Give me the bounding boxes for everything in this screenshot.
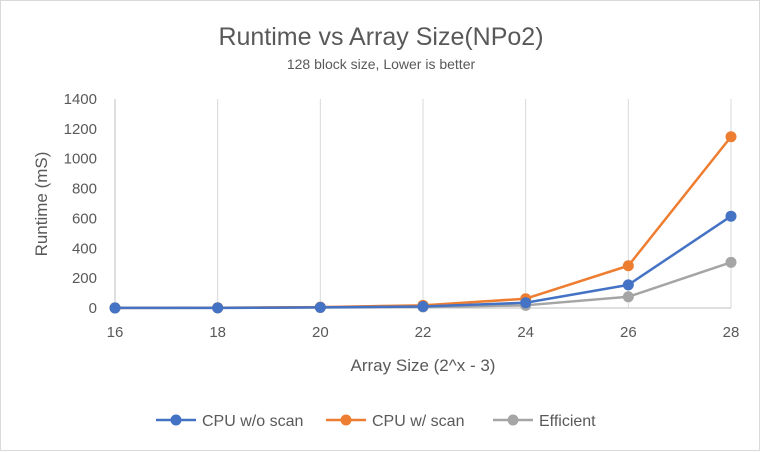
data-point-cpu-w-o-scan-24 [520, 297, 532, 309]
series-group [109, 131, 737, 314]
x-tick-label-24: 24 [517, 324, 534, 341]
series-cpu-w-o-scan [109, 210, 737, 314]
data-point-cpu-w-o-scan-16 [109, 302, 121, 314]
tick-labels: 0 200 400 600 800 1000 1200 1400 16 18 20 22 24 26 28 [64, 91, 740, 341]
y-tick-label-0: 0 [89, 300, 97, 317]
data-point-efficient-26 [622, 291, 634, 303]
legend-item-efficient: Efficient [493, 413, 596, 430]
legend-label-cpu-w-o-scan: CPU w/o scan [202, 413, 303, 430]
x-tick-label-26: 26 [620, 324, 637, 341]
y-tick-label-400: 400 [72, 240, 97, 257]
x-tick-label-20: 20 [312, 324, 329, 341]
chart-title: Runtime vs Array Size(NPo2) [218, 23, 543, 51]
x-axis-label: Array Size (2^x - 3) [351, 356, 496, 375]
y-axis-label: Runtime (mS) [32, 152, 51, 257]
chart-subtitle: 128 block size, Lower is better [287, 56, 476, 72]
legend-label-efficient: Efficient [539, 413, 596, 430]
legend-item-cpu-w-scan: CPU w/ scan [326, 413, 464, 430]
legend-marker-cpu-w-o-scan [170, 414, 182, 426]
y-tick-label-1200: 1200 [64, 121, 97, 138]
legend: CPU w/o scan CPU w/ scan Efficient [156, 413, 596, 430]
x-tick-label-22: 22 [415, 324, 432, 341]
x-tick-label-18: 18 [209, 324, 226, 341]
data-point-cpu-w-o-scan-20 [314, 301, 326, 313]
x-tick-label-28: 28 [723, 324, 740, 341]
legend-marker-cpu-w-scan [340, 414, 352, 426]
data-point-cpu-w-scan-28 [725, 131, 737, 143]
data-point-efficient-28 [725, 256, 737, 268]
data-point-cpu-w-o-scan-22 [417, 301, 429, 313]
data-point-cpu-w-o-scan-26 [622, 279, 634, 291]
y-tick-label-1400: 1400 [64, 91, 97, 108]
data-point-cpu-w-scan-26 [622, 260, 634, 272]
legend-label-cpu-w-scan: CPU w/ scan [372, 413, 464, 430]
y-tick-label-1000: 1000 [64, 151, 97, 168]
y-tick-label-600: 600 [72, 210, 97, 227]
y-tick-label-800: 800 [72, 181, 97, 198]
legend-marker-efficient [507, 414, 519, 426]
x-tick-label-16: 16 [107, 324, 124, 341]
y-tick-label-200: 200 [72, 270, 97, 287]
data-point-cpu-w-o-scan-28 [725, 210, 737, 222]
data-point-cpu-w-o-scan-18 [212, 302, 224, 314]
legend-item-cpu-w-o-scan: CPU w/o scan [156, 413, 303, 430]
